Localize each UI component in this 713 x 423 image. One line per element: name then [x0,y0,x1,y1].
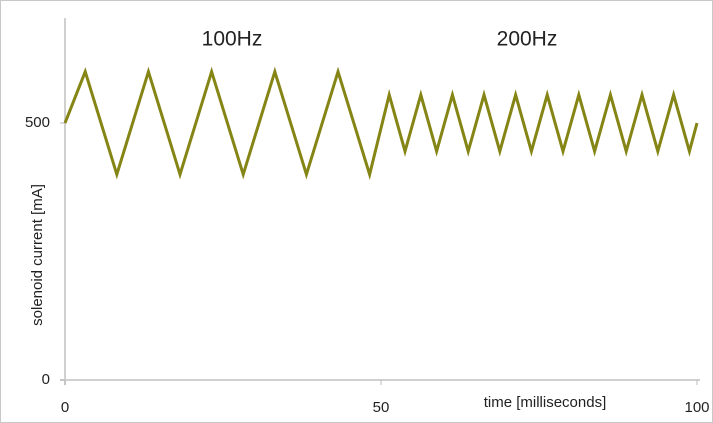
y-tick-label: 500 [25,114,50,131]
annotation: 100Hz [202,28,263,51]
x-tick-label: 100 [684,399,709,416]
x-axis-label: time [milliseconds] [484,394,607,411]
annotation: 200Hz [497,28,558,51]
x-tick-label: 50 [373,399,390,416]
y-tick-label: 0 [42,371,50,388]
data-line [63,66,699,181]
y-axis-label: solenoid current [mA] [29,184,46,326]
x-tick-label: 0 [61,399,69,416]
